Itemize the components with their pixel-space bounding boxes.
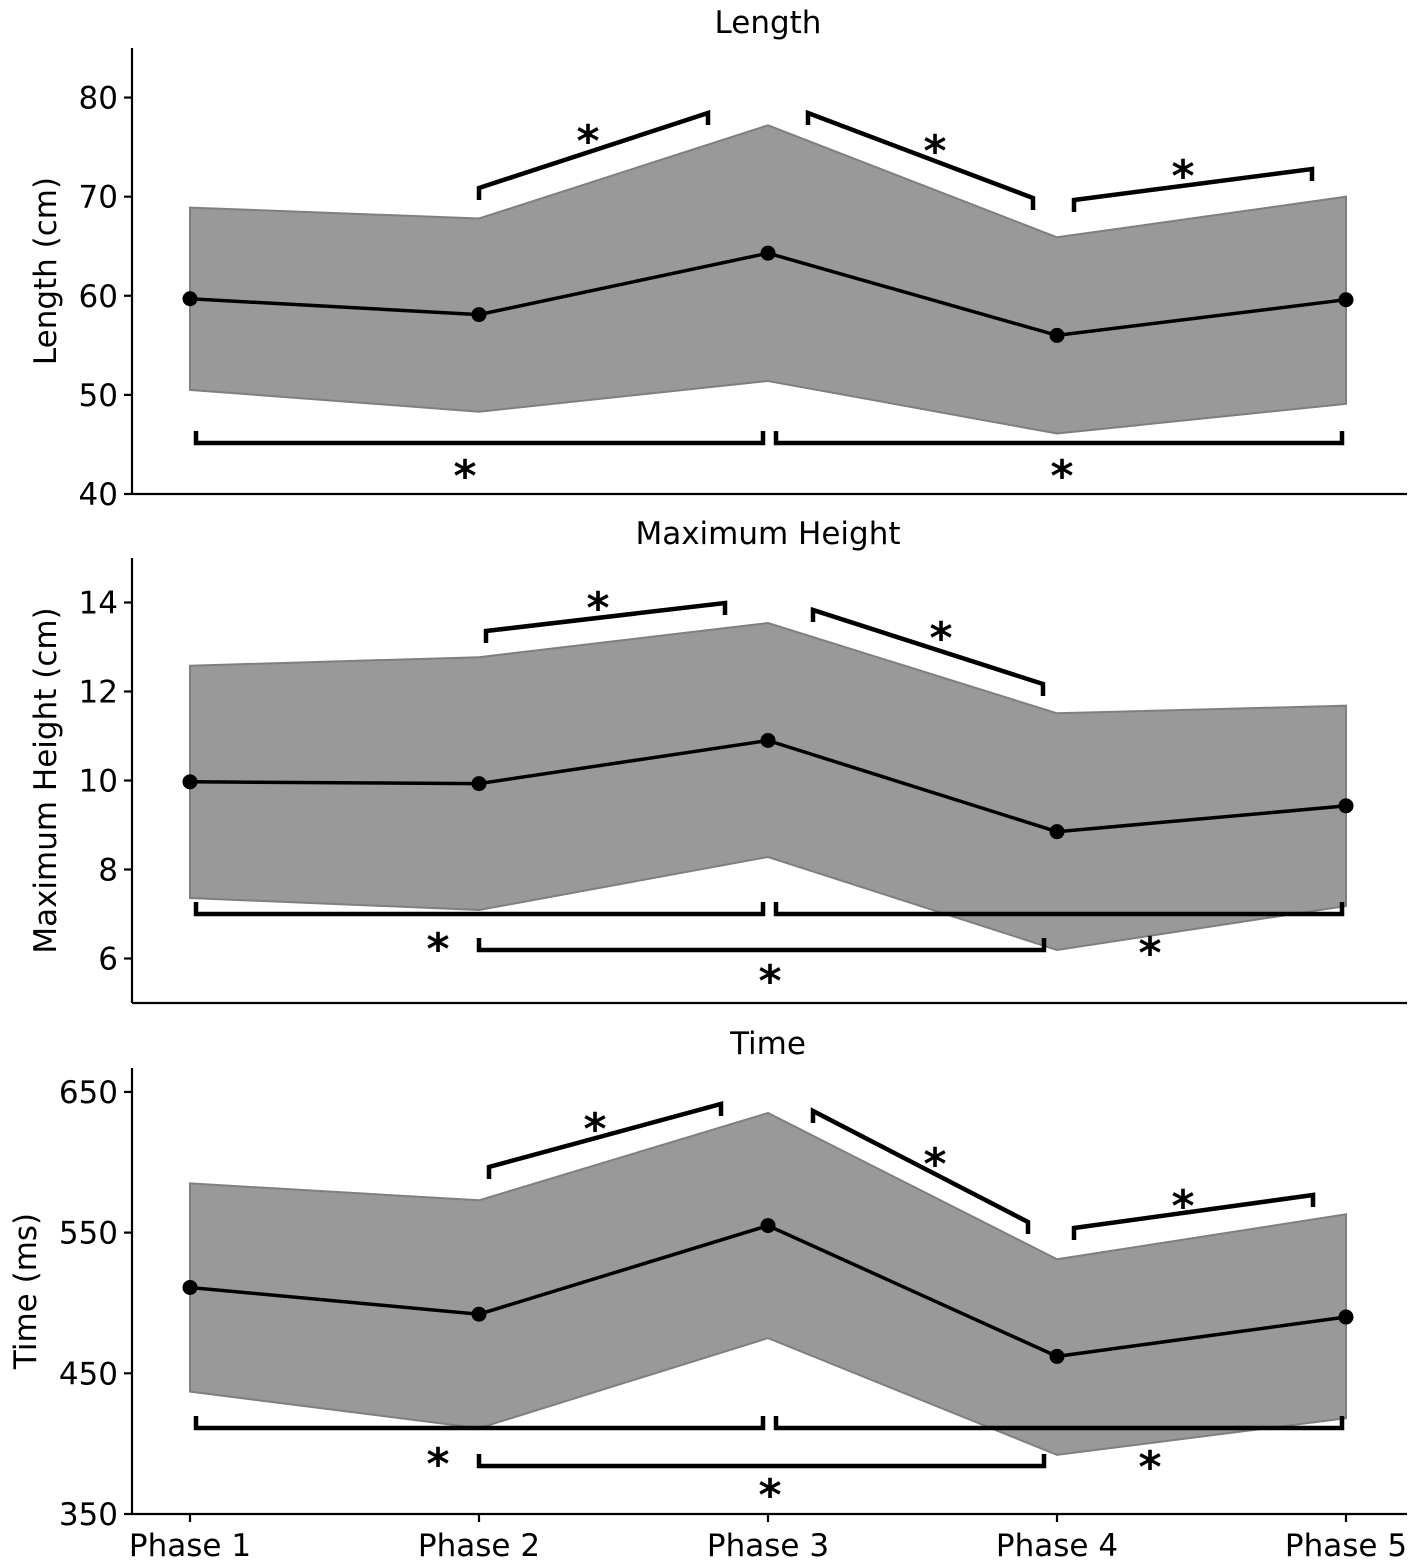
significance-star: *	[758, 1470, 781, 1521]
significance-bracket	[483, 600, 728, 643]
significance-star: *	[1171, 1181, 1194, 1232]
sd-band-3	[189, 1111, 1347, 1456]
y-tick-label: 450	[59, 1356, 118, 1392]
y-tick-label: 40	[79, 477, 118, 513]
chart-title-1: Length	[715, 5, 822, 41]
mean-point	[182, 1279, 198, 1295]
significance-star: *	[1138, 1442, 1161, 1493]
significance-bracket	[193, 902, 766, 917]
significance-star: *	[758, 956, 781, 1007]
significance-bracket	[476, 109, 711, 200]
y-tick-label: 60	[79, 279, 118, 315]
y-tick-label: 650	[59, 1075, 118, 1111]
significance-star: *	[576, 116, 599, 167]
significance-star: *	[923, 1139, 946, 1190]
significance-bracket	[1071, 1192, 1316, 1240]
significance-bracket	[193, 431, 766, 446]
significance-star: *	[583, 1104, 606, 1155]
mean-point	[471, 1306, 487, 1322]
mean-point	[1049, 1348, 1065, 1364]
y-tick-label: 8	[98, 853, 118, 889]
x-tick-label: Phase 2	[418, 1528, 540, 1562]
y-tick-label: 12	[79, 675, 118, 711]
mean-point	[182, 774, 198, 790]
chart-title-3: Time	[729, 1026, 806, 1062]
sd-band-1	[189, 124, 1347, 435]
sd-band-2	[189, 621, 1347, 952]
significance-bracket	[805, 109, 1036, 210]
y-tick-label: 6	[98, 942, 118, 978]
chart-title-2: Maximum Height	[635, 516, 900, 552]
mean-point	[1338, 1309, 1354, 1325]
significance-star: *	[929, 613, 952, 664]
significance-bracket	[476, 938, 1047, 953]
y-axis-label-2: Maximum Height (cm)	[28, 607, 64, 953]
significance-star: *	[1138, 928, 1161, 979]
significance-bracket	[476, 1454, 1047, 1469]
y-tick-label: 50	[79, 378, 118, 414]
significance-bracket	[773, 1416, 1345, 1431]
significance-star: *	[1050, 451, 1073, 502]
y-tick-label: 350	[59, 1497, 118, 1533]
x-tick-label: Phase 1	[129, 1528, 251, 1562]
mean-point	[182, 291, 198, 307]
significance-bracket	[810, 606, 1046, 696]
mean-point	[760, 1218, 776, 1234]
significance-star: *	[586, 583, 609, 634]
significance-bracket	[773, 902, 1345, 917]
significance-bracket	[773, 431, 1345, 446]
mean-point	[471, 776, 487, 792]
significance-star: *	[426, 924, 449, 975]
mean-point	[1049, 824, 1065, 840]
significance-star: *	[923, 126, 946, 177]
mean-point	[1338, 798, 1354, 814]
mean-point	[760, 245, 776, 261]
significance-bracket	[486, 1101, 724, 1179]
significance-star: *	[1171, 151, 1194, 202]
mean-point	[471, 307, 487, 323]
mean-point	[760, 732, 776, 748]
significance-star: *	[426, 1439, 449, 1490]
mean-point	[1338, 292, 1354, 308]
y-axis-label-3: Time (ms)	[8, 1213, 44, 1370]
x-tick-label: Phase 5	[1285, 1528, 1407, 1562]
y-tick-label: 70	[79, 180, 118, 216]
x-tick-label: Phase 4	[996, 1528, 1118, 1562]
significance-star: *	[453, 451, 476, 502]
x-tick-label: Phase 3	[707, 1528, 829, 1562]
y-axis-label-1: Length (cm)	[28, 177, 64, 365]
significance-bracket	[1071, 166, 1315, 212]
y-tick-label: 80	[79, 81, 118, 117]
mean-point	[1049, 327, 1065, 343]
significance-bracket	[193, 1416, 766, 1431]
significance-bracket	[810, 1107, 1031, 1234]
y-tick-label: 14	[79, 586, 118, 622]
y-tick-label: 550	[59, 1216, 118, 1252]
y-tick-label: 10	[79, 764, 118, 800]
